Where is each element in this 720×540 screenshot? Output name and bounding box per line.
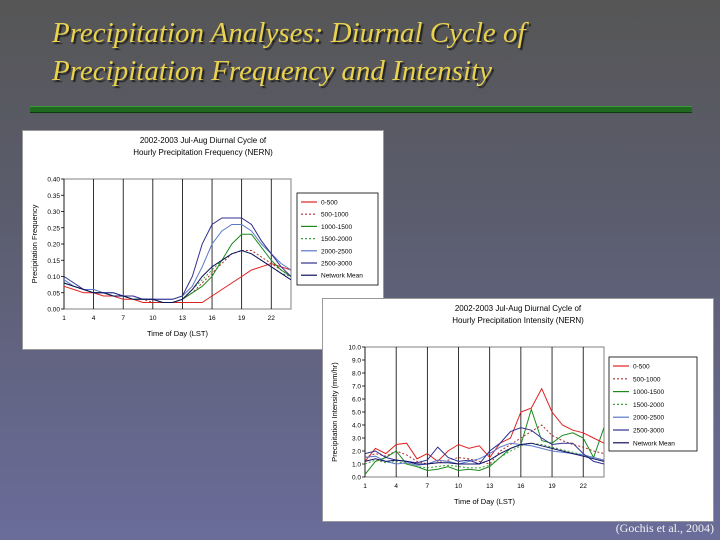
legend-label: 1500-2000: [633, 402, 664, 409]
x-tick-label: 1: [62, 315, 66, 322]
y-tick-label: 8.0: [352, 371, 361, 378]
intensity-chart: 2002-2003 Jul-Aug Diurnal Cycle of Hourly…: [330, 304, 698, 506]
y-tick-label: 3.0: [352, 436, 361, 443]
x-tick-label: 7: [426, 483, 430, 490]
y-tick-label: 7.0: [352, 384, 361, 391]
y-tick-label: 0.0: [352, 475, 361, 482]
legend-label: Network Mean: [321, 273, 363, 280]
x-tick-label: 19: [238, 315, 246, 322]
legend-label: 1000-1500: [321, 224, 352, 231]
x-tick-label: 10: [455, 483, 463, 490]
x-tick-label: 19: [548, 483, 556, 490]
series-line-2000-2500: [63, 224, 292, 300]
x-tick-label: 13: [179, 315, 187, 322]
x-tick-label: 22: [580, 483, 588, 490]
y-tick-label: 4.0: [352, 423, 361, 430]
chart-title-line2: Hourly Precipitation Intensity (NERN): [452, 316, 584, 325]
x-tick-label: 10: [149, 315, 157, 322]
y-axis-label: Precipitation Frequency: [30, 204, 39, 283]
y-tick-label: 0.35: [47, 193, 60, 200]
y-tick-label: 1.0: [352, 462, 361, 469]
chart-title-line1: 2002-2003 Jul-Aug Diurnal Cycle of: [455, 304, 582, 313]
series-line-500-1000: [364, 424, 605, 465]
x-axis-label: Time of Day (LST): [454, 497, 515, 506]
series-line-0-500: [63, 262, 292, 303]
series-line-0-500: [364, 387, 605, 463]
x-tick-label: 16: [517, 483, 525, 490]
slide-title-line2: Precipitation Frequency and Intensity: [52, 55, 492, 87]
slide-title-line1: Precipitation Analyses: Diurnal Cycle of: [52, 17, 526, 49]
y-tick-label: 0.00: [47, 307, 60, 314]
slide-title: Precipitation Analyses: Diurnal Cycle of…: [52, 14, 692, 90]
y-tick-label: 10.0: [348, 345, 361, 352]
y-tick-label: 0.25: [47, 225, 60, 232]
series-line-2000-2500: [364, 442, 605, 466]
y-tick-label: 0.10: [47, 274, 60, 281]
chart-title-line2: Hourly Precipitation Frequency (NERN): [133, 148, 273, 157]
x-tick-label: 16: [208, 315, 216, 322]
x-tick-label: 22: [268, 315, 276, 322]
series-line-network-mean: [63, 249, 292, 303]
legend-label: 1000-1500: [633, 389, 664, 396]
legend-label: Network Mean: [633, 440, 675, 447]
citation: (Gochis et al., 2004): [615, 521, 714, 535]
title-divider: [30, 106, 692, 113]
legend-label: 2000-2500: [321, 248, 352, 255]
y-tick-label: 9.0: [352, 358, 361, 365]
chart-title-line1: 2002-2003 Jul-Aug Diurnal Cycle of: [140, 136, 267, 145]
legend-label: 2500-3000: [633, 428, 664, 435]
x-tick-label: 7: [121, 315, 125, 322]
series-line-1000-1500: [364, 407, 605, 475]
x-tick-label: 1: [363, 483, 367, 490]
plot-frame: [63, 178, 292, 310]
x-tick-label: 4: [92, 315, 96, 322]
frequency-chart: 2002-2003 Jul-Aug Diurnal Cycle of Hourly…: [30, 136, 379, 338]
legend-box: [608, 356, 698, 452]
legend-label: 0-500: [321, 200, 338, 207]
legend-label: 2000-2500: [633, 415, 664, 422]
y-axis-label: Precipitation Intensity (mm/hr): [330, 362, 339, 462]
series-line-2500-3000: [63, 217, 292, 300]
y-tick-label: 0.05: [47, 290, 60, 297]
y-tick-label: 5.0: [352, 410, 361, 417]
series-line-1500-2000: [364, 442, 605, 469]
series-line-2500-3000: [364, 427, 605, 465]
y-tick-label: 0.40: [47, 177, 60, 184]
legend-label: 500-1000: [321, 212, 349, 219]
legend-label: 1500-2000: [321, 236, 352, 243]
series-line-network-mean: [364, 442, 605, 465]
x-tick-label: 4: [394, 483, 398, 490]
y-tick-label: 0.30: [47, 209, 60, 216]
legend-label: 2500-3000: [321, 261, 352, 268]
frequency-chart-panel: 2002-2003 Jul-Aug Diurnal Cycle of Hourly…: [22, 130, 384, 350]
y-tick-label: 6.0: [352, 397, 361, 404]
x-axis-label: Time of Day (LST): [147, 329, 208, 338]
y-tick-label: 2.0: [352, 449, 361, 456]
legend-label: 500-1000: [633, 376, 661, 383]
legend-label: 0-500: [633, 364, 650, 371]
y-tick-label: 0.20: [47, 242, 60, 249]
y-tick-label: 0.15: [47, 258, 60, 265]
intensity-chart-panel: 2002-2003 Jul-Aug Diurnal Cycle of Hourly…: [322, 298, 714, 522]
x-tick-label: 13: [486, 483, 494, 490]
